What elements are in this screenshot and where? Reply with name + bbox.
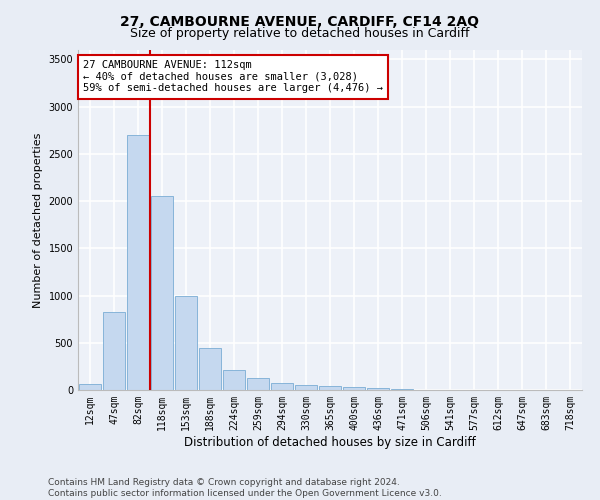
Bar <box>319 386 341 390</box>
Bar <box>175 296 197 390</box>
Bar <box>367 388 389 390</box>
Text: 27, CAMBOURNE AVENUE, CARDIFF, CF14 2AQ: 27, CAMBOURNE AVENUE, CARDIFF, CF14 2AQ <box>121 15 479 29</box>
Bar <box>271 383 293 390</box>
Bar <box>391 389 413 390</box>
Text: Size of property relative to detached houses in Cardiff: Size of property relative to detached ho… <box>130 28 470 40</box>
Text: Contains HM Land Registry data © Crown copyright and database right 2024.
Contai: Contains HM Land Registry data © Crown c… <box>48 478 442 498</box>
Bar <box>199 348 221 390</box>
Bar <box>223 370 245 390</box>
Y-axis label: Number of detached properties: Number of detached properties <box>33 132 43 308</box>
Text: 27 CAMBOURNE AVENUE: 112sqm
← 40% of detached houses are smaller (3,028)
59% of : 27 CAMBOURNE AVENUE: 112sqm ← 40% of det… <box>83 60 383 94</box>
X-axis label: Distribution of detached houses by size in Cardiff: Distribution of detached houses by size … <box>184 436 476 448</box>
Bar <box>247 378 269 390</box>
Bar <box>79 384 101 390</box>
Bar <box>103 312 125 390</box>
Bar <box>151 196 173 390</box>
Bar <box>295 385 317 390</box>
Bar <box>127 135 149 390</box>
Bar <box>343 387 365 390</box>
